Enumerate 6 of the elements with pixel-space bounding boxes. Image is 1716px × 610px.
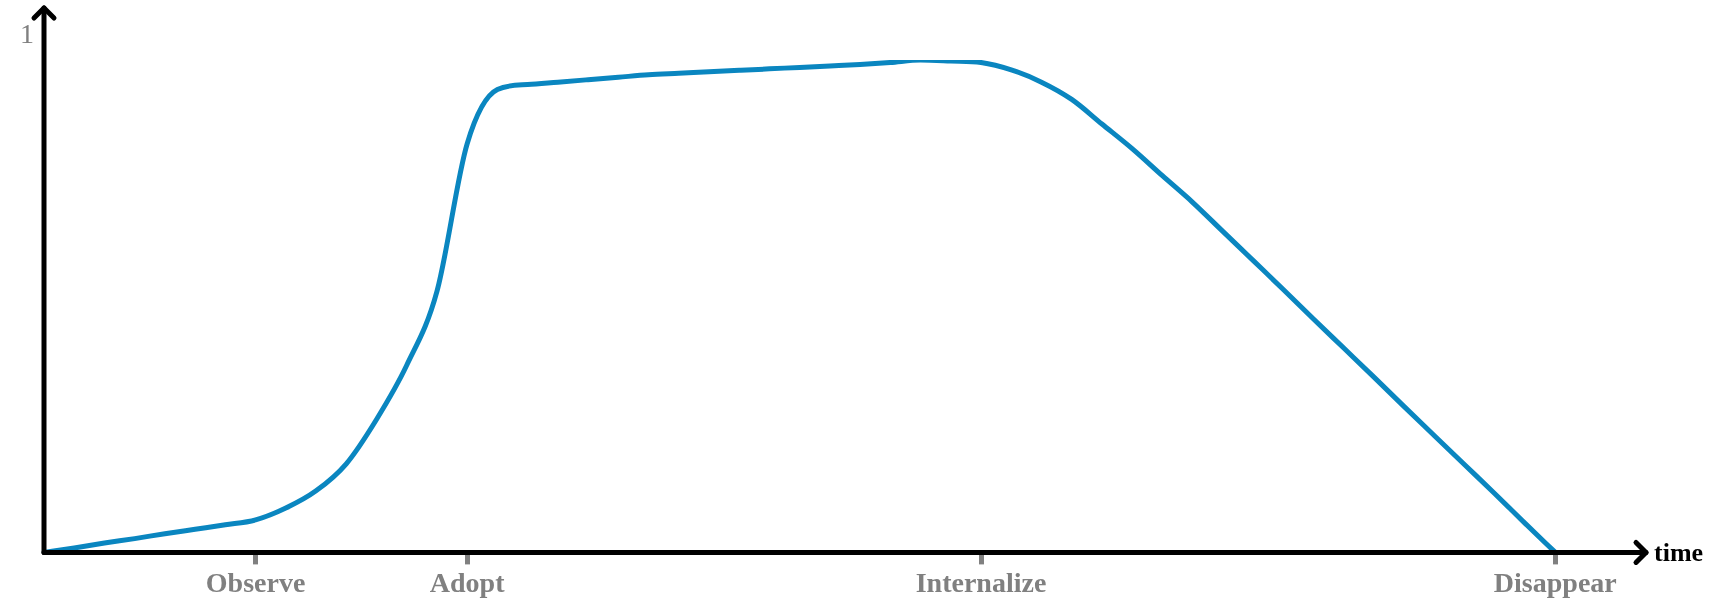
x-tick-label: Observe <box>205 567 306 599</box>
x-axis-title: time <box>1654 538 1704 568</box>
x-tick-label: Disappear <box>1493 567 1617 599</box>
x-tick-label: Adopt <box>429 567 506 599</box>
x-tick-label: Internalize <box>915 567 1047 599</box>
text: 1 <box>20 18 34 50</box>
